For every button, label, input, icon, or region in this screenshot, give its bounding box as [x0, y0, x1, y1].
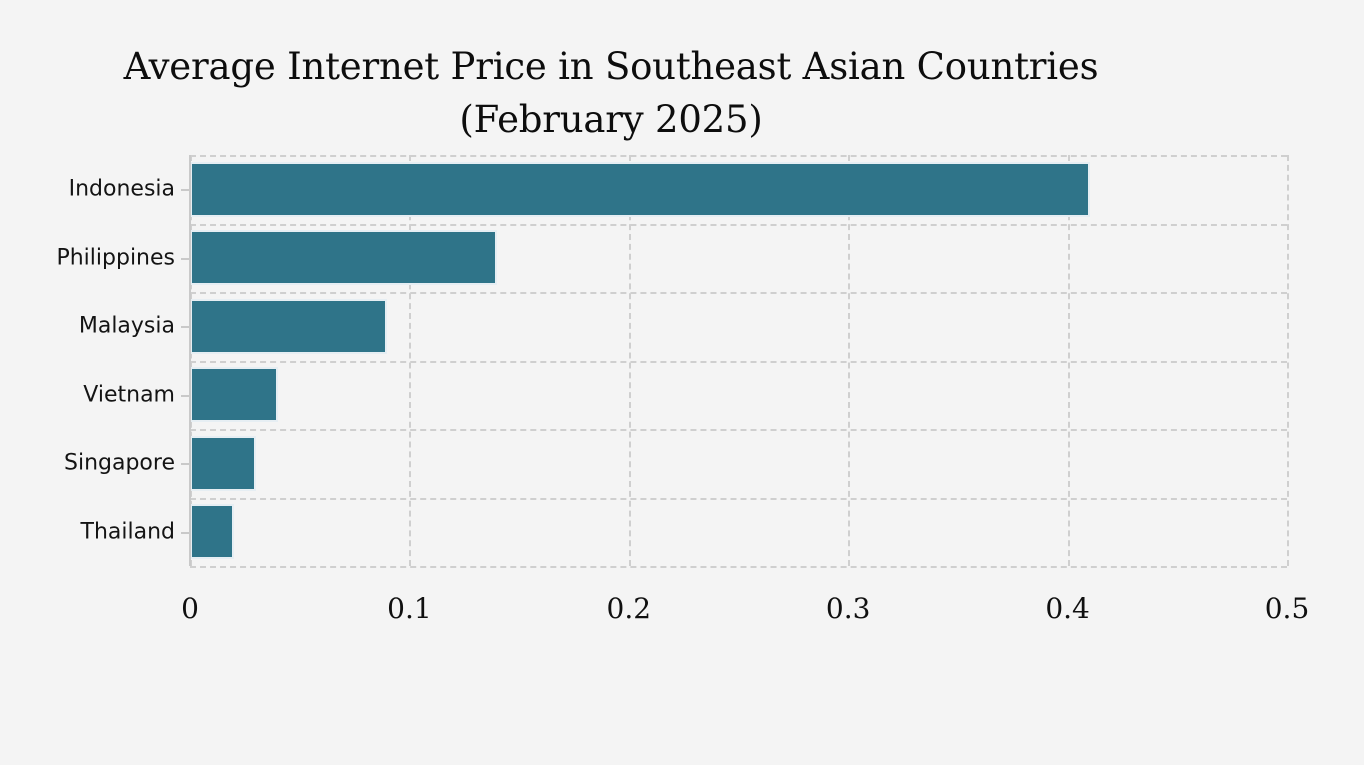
y-axis-label-philippines: Philippines: [56, 245, 175, 271]
y-axis-label-malaysia: Malaysia: [78, 313, 175, 339]
gridline-horizontal: [190, 429, 1287, 431]
gridline-vertical: [1287, 155, 1289, 566]
y-axis-tick: [181, 189, 190, 192]
gridline-horizontal: [190, 360, 1287, 363]
gridline-horizontal: [190, 497, 1287, 500]
x-axis-tick-label: 0: [181, 592, 199, 625]
gridline-horizontal: [190, 223, 1287, 226]
x-axis-tick-label: 0.3: [825, 592, 871, 625]
bar: [190, 161, 1090, 217]
x-axis-tick-label: 0.5: [1264, 592, 1310, 625]
plot-area: [181, 155, 1289, 568]
y-axis-tick: [181, 326, 190, 329]
x-axis-tick-label: 0.4: [1045, 592, 1090, 625]
chart-title: Average Internet Price in Southeast Asia…: [123, 45, 1099, 141]
y-axis-label-singapore: Singapore: [64, 450, 175, 476]
y-axis-tick: [181, 394, 190, 397]
gridline-horizontal: [190, 155, 1287, 157]
y-axis-tick: [181, 257, 190, 260]
x-axis-tick-label: 0.2: [606, 592, 652, 625]
bar: [190, 504, 234, 560]
gridline-horizontal: [190, 566, 1287, 568]
y-axis-tick: [181, 463, 190, 466]
bar: [190, 367, 278, 423]
bar: [190, 298, 388, 354]
y-axis-spine: [189, 155, 191, 566]
bar: [190, 435, 256, 491]
y-axis-label-thailand: Thailand: [80, 519, 175, 545]
y-axis-label-vietnam: Vietnam: [83, 382, 175, 408]
x-axis-tick-label: 0.1: [387, 592, 432, 625]
bar: [190, 230, 498, 286]
y-axis-tick: [181, 531, 190, 534]
y-axis-label-indonesia: Indonesia: [68, 176, 175, 202]
gridline-horizontal: [190, 292, 1287, 294]
